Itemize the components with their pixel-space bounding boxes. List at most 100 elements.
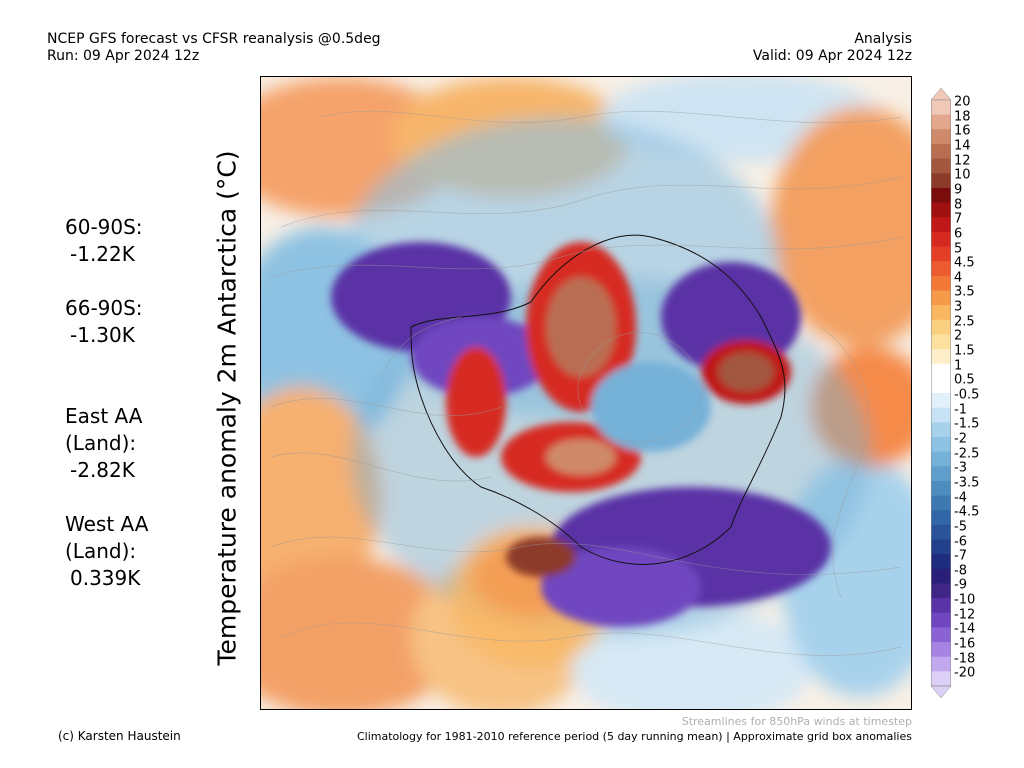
colorbar-segment — [931, 554, 951, 570]
header-left: NCEP GFS forecast vs CFSR reanalysis @0.… — [47, 31, 381, 65]
colorbar-segment — [931, 158, 951, 174]
colorbar-frame — [931, 99, 951, 687]
colorbar-segment — [931, 656, 951, 672]
colorbar-segment — [931, 363, 951, 379]
colorbar-segment — [931, 202, 951, 218]
stat-value: 0.339K — [70, 566, 141, 590]
colorbar-tick-label: 2.5 — [954, 314, 975, 330]
climatology-note: Climatology for 1981-2010 reference peri… — [356, 730, 912, 743]
colorbar-tick-label: 4 — [954, 270, 963, 286]
colorbar-tick-label: 14 — [954, 138, 971, 154]
colorbar-segment — [931, 187, 951, 204]
colorbar-segment — [931, 231, 951, 247]
colorbar-segment — [931, 524, 951, 540]
colorbar-segment — [931, 378, 951, 394]
colorbar-tick-label: -4.5 — [954, 504, 980, 520]
colorbar-tick-label: 7 — [954, 211, 963, 227]
colorbar-segment — [931, 451, 951, 467]
colorbar-segment — [931, 143, 951, 160]
colorbar-segment — [931, 261, 951, 277]
header-right: Analysis Valid: 09 Apr 2024 12z — [753, 31, 912, 65]
stat-block-west-aa: West AA (Land): 0.339K — [65, 484, 148, 619]
colorbar-tick-label: 5 — [954, 241, 963, 256]
stat-value: -1.30K — [70, 323, 135, 347]
colorbar-tick-label: -4 — [954, 490, 967, 506]
streamlines — [270, 110, 902, 656]
colorbar-segment — [931, 568, 951, 584]
colorbar-segment — [931, 319, 951, 335]
colorbar-tick-label: -0.5 — [954, 387, 980, 403]
stat-value: -1.22K — [70, 242, 135, 266]
colorbar-tick-label: 10 — [954, 167, 971, 183]
colorbar-tick-label: -3.5 — [954, 475, 980, 491]
stat-block-60-90s: 60-90S: -1.22K — [65, 214, 143, 268]
colorbar-tick-label: -20 — [954, 665, 976, 681]
colorbar-tick-label: -16 — [954, 636, 976, 652]
colorbar-tick-label: -8 — [954, 563, 967, 579]
colorbar-segment — [931, 539, 951, 555]
stat-label: 66-90S: — [65, 296, 143, 320]
stat-value: -2.82K — [70, 458, 135, 482]
antarctic-anomalies — [331, 242, 831, 627]
coastline — [410, 234, 786, 565]
colorbar-tick-label: -10 — [954, 592, 976, 608]
colorbar-tick-label: -1 — [954, 402, 967, 418]
stat-label: East AA (Land): — [65, 404, 143, 455]
stat-label: 60-90S: — [65, 215, 143, 239]
colorbar-segment — [931, 407, 951, 423]
colorbar-segment — [931, 466, 951, 482]
colorbar-tick-label: -2 — [954, 431, 967, 447]
colorbar-segment — [931, 246, 951, 262]
colorbar — [931, 88, 951, 698]
stat-block-66-90s: 66-90S: -1.30K — [65, 295, 143, 349]
colorbar-tick-label: -2.5 — [954, 446, 980, 462]
streamlines-note: Streamlines for 850hPa winds at timestep — [681, 715, 912, 728]
colorbar-segment — [931, 598, 951, 614]
colorbar-tick-label: -18 — [954, 651, 976, 667]
colorbar-segment — [931, 305, 951, 321]
stat-block-east-aa: East AA (Land): -2.82K — [65, 376, 142, 511]
colorbar-tick-label: 1 — [954, 358, 963, 374]
vertical-title: Temperature anomaly 2m Antarctica (°C) — [212, 150, 242, 666]
colorbar-tick-label: 9 — [954, 182, 963, 198]
colorbar-segment — [931, 480, 951, 497]
colorbar-tick-label: 6 — [954, 226, 963, 242]
colorbar-top-arrow — [931, 88, 951, 101]
colorbar-tick-label: 4.5 — [954, 255, 975, 271]
colorbar-segment — [931, 100, 951, 116]
colorbar-tick-label: 3 — [954, 299, 963, 315]
colorbar-tick-label: 8 — [954, 197, 963, 213]
colorbar-tick-label: 20 — [954, 94, 971, 110]
colorbar-segment — [931, 436, 951, 453]
colorbar-segment — [931, 217, 951, 233]
colorbar-segment — [931, 334, 951, 350]
colorbar-segment — [931, 612, 951, 628]
map-title: NCEP GFS forecast vs CFSR reanalysis @0.… — [47, 31, 381, 47]
colorbar-segment — [931, 642, 951, 658]
colorbar-tick-label: 3.5 — [954, 284, 975, 300]
colorbar-tick-label: -1.5 — [954, 416, 980, 432]
colorbar-tick-label: 16 — [954, 123, 971, 139]
credit-text: (c) Karsten Haustein — [58, 729, 181, 743]
colorbar-tick-label: -12 — [954, 607, 976, 623]
colorbar-segment — [931, 393, 951, 409]
valid-time: Valid: 09 Apr 2024 12z — [752, 48, 912, 64]
colorbar-tick-label: 12 — [954, 153, 971, 169]
colorbar-tick-label: -7 — [954, 548, 967, 564]
colorbar-tick-label: -5 — [954, 519, 967, 535]
colorbar-tick-label: -9 — [954, 577, 967, 593]
colorbar-segment — [931, 495, 951, 511]
colorbar-segment — [931, 173, 951, 189]
analysis-label: Analysis — [854, 31, 912, 47]
anomaly-map — [260, 76, 912, 710]
colorbar-tick-label: 18 — [954, 109, 971, 125]
colorbar-tick-label: 0.5 — [954, 372, 975, 388]
colorbar-segment — [931, 671, 951, 687]
run-time: Run: 09 Apr 2024 12z — [47, 48, 200, 64]
colorbar-segment — [931, 627, 951, 643]
colorbar-tick-label: -3 — [954, 460, 967, 476]
colorbar-tick-label: -14 — [954, 621, 976, 637]
stat-label: West AA (Land): — [65, 512, 149, 563]
colorbar-segment — [931, 583, 951, 599]
anomaly-map-svg — [261, 77, 911, 709]
